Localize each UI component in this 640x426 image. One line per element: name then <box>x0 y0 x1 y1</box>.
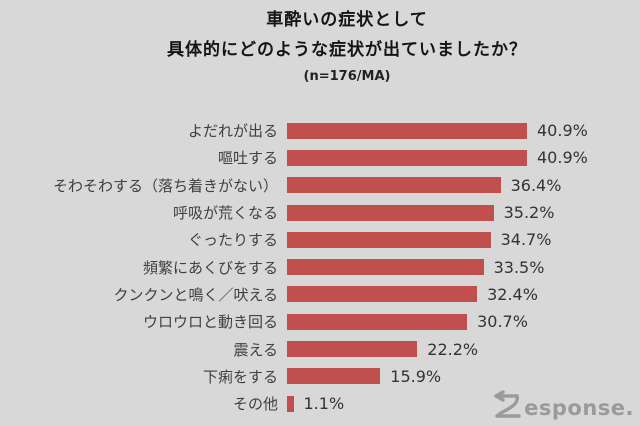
response-logo-text: esponse. <box>524 396 634 420</box>
category-label: ぐったりする <box>187 231 278 250</box>
category-label: クンクンと鳴く／吠える <box>113 285 278 304</box>
value-label: 36.4% <box>510 175 562 195</box>
chart-title-line-2: 具体的にどのような症状が出ていましたか？ <box>167 40 527 60</box>
bar <box>287 313 468 330</box>
value-label: 33.5% <box>493 257 545 277</box>
value-label: 34.7% <box>500 230 552 250</box>
value-label: 22.2% <box>427 339 479 359</box>
bar <box>287 395 294 412</box>
value-label: 40.9% <box>537 121 588 141</box>
value-label: 15.9% <box>390 366 442 386</box>
bar-row: 頻繁にあくびをする 33.5% <box>0 253 640 280</box>
value-label: 40.9% <box>537 148 588 168</box>
bar-row: よだれが出る 40.9% <box>0 117 640 144</box>
category-label: 震える <box>233 340 278 359</box>
chart-sample-size: (n=176/MA) <box>303 69 391 84</box>
bar-row: クンクンと鳴く／吠える 32.4% <box>0 281 640 308</box>
bar-row: ぐったりする 34.7% <box>0 226 640 253</box>
bar <box>287 341 418 358</box>
value-label: 1.1% <box>303 394 345 414</box>
category-label: 下痢をする <box>202 367 278 386</box>
category-label: そわそわする（落ち着きがない） <box>52 176 278 195</box>
response-logo-r-icon <box>494 390 521 418</box>
bar-row: 嘔吐する 40.9% <box>0 144 640 171</box>
category-label: 頻繁にあくびをする <box>142 258 278 277</box>
bar <box>287 149 527 166</box>
bar-row: ウロウロと動き回る 30.7% <box>0 308 640 335</box>
bar <box>287 122 527 139</box>
bar-chart: よだれが出る 40.9% 嘔吐する 40.9% そわそわする（落ち着きがない） 36.4%… <box>0 117 640 417</box>
category-label: その他 <box>232 395 278 414</box>
bar-row: 呼吸が荒くなる 35.2% <box>0 199 640 226</box>
bar-row: 下痢をする 15.9% <box>0 363 640 390</box>
chart-title-block: 車酔いの症状として 具体的にどのような症状が出ていましたか？ (n=176/MA… <box>54 10 640 85</box>
value-label: 32.4% <box>487 284 538 304</box>
value-label: 30.7% <box>477 312 528 332</box>
response-logo: esponse. <box>484 390 634 420</box>
chart-title-line-1: 車酔いの症状として <box>266 10 428 30</box>
bar <box>287 177 501 194</box>
bar-row: 震える 22.2% <box>0 335 640 362</box>
category-label: 嘔吐する <box>217 149 278 168</box>
bar <box>287 204 494 221</box>
value-label: 35.2% <box>503 203 555 223</box>
category-label: よだれが出る <box>187 122 278 141</box>
bar <box>287 231 491 248</box>
category-label: ウロウロと動き回る <box>142 313 278 332</box>
bar-row: その他 1.1% <box>0 390 640 417</box>
bar-row: そわそわする（落ち着きがない） 36.4% <box>0 172 640 199</box>
bar <box>287 259 484 276</box>
category-label: 呼吸が荒くなる <box>172 204 278 223</box>
bar <box>287 286 478 303</box>
bar <box>287 368 381 385</box>
